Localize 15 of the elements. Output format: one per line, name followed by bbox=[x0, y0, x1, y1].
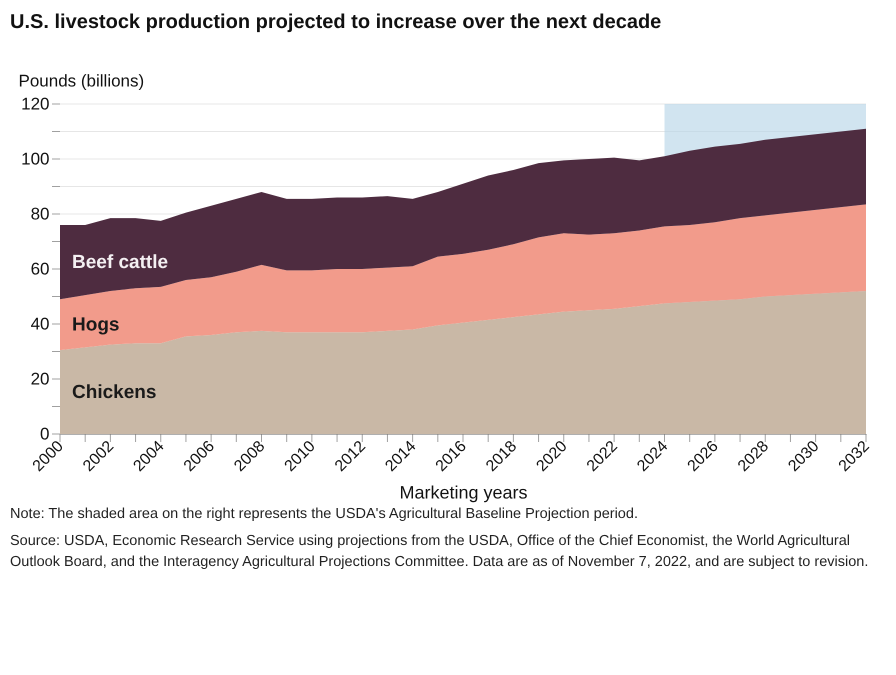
series-label: Chickens bbox=[72, 382, 156, 404]
y-tick-label: 0 bbox=[40, 424, 50, 444]
y-tick-label: 100 bbox=[21, 150, 50, 168]
source-note: Source: USDA, Economic Research Service using projections from the USDA, Office of the Chief Economist, the World Agricultural Outlook Board, and the Interagency Agricultural Projections Committee. Data are as of November 7, 2022, and are subject to revision. bbox=[10, 532, 870, 572]
y-tick-label: 20 bbox=[30, 370, 50, 388]
y-axis-title: Pounds (billions) bbox=[18, 72, 144, 90]
chart-title: U.S. livestock production projected to increase over the next decade bbox=[10, 11, 662, 33]
text: Note: The shaded area on the right represents the USDA's Agricultural Baseline Projection period. bbox=[10, 505, 639, 524]
y-tick-label: 60 bbox=[30, 260, 50, 278]
y-tick-label: 40 bbox=[30, 314, 50, 334]
x-axis-title: Marketing years bbox=[399, 482, 528, 502]
series-label: Hogs bbox=[72, 314, 120, 336]
y-tick-label: 80 bbox=[30, 204, 50, 224]
y-tick-label: 120 bbox=[21, 94, 50, 114]
series-label: Beef cattle bbox=[72, 252, 168, 274]
